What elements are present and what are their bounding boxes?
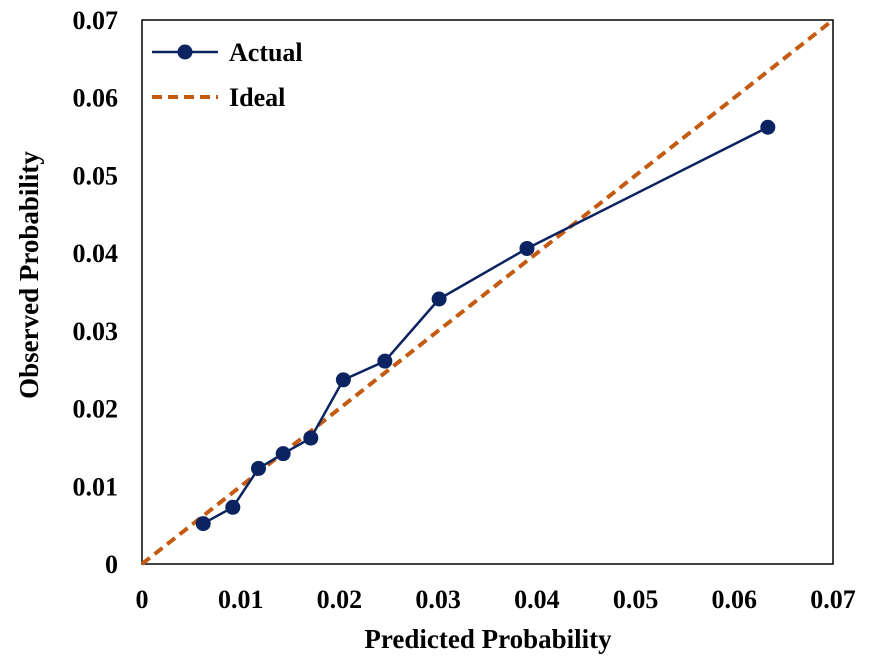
x-tick-label: 0.04 [514, 585, 560, 614]
legend-actual-marker [177, 44, 193, 60]
y-axis-title: Observed Probability [14, 151, 44, 399]
x-tick-label: 0.03 [415, 585, 461, 614]
plot-area [141, 19, 834, 565]
legend: Actual Ideal [152, 38, 303, 112]
actual-point [303, 430, 319, 446]
actual-point [519, 240, 535, 256]
y-tick-label: 0.05 [73, 161, 119, 190]
y-tick-label: 0 [105, 550, 118, 579]
x-tick-label: 0.07 [810, 585, 856, 614]
actual-point [335, 372, 351, 388]
y-tick-label: 0.03 [73, 317, 119, 346]
legend-ideal-label: Ideal [229, 83, 285, 112]
x-tick-label: 0 [136, 585, 149, 614]
actual-point [195, 516, 211, 532]
actual-point [431, 291, 447, 307]
x-tick-label: 0.05 [613, 585, 659, 614]
legend-actual-label: Actual [229, 38, 303, 67]
actual-point [760, 119, 776, 135]
series-actual-line [202, 126, 769, 525]
y-tick-label: 0.07 [73, 6, 119, 35]
actual-point [275, 446, 291, 462]
series-layer [140, 18, 835, 566]
x-tick-label: 0.01 [218, 585, 264, 614]
actual-point [225, 499, 241, 515]
y-tick-label: 0.01 [73, 472, 119, 501]
actual-point [250, 460, 266, 476]
x-tick-label: 0.02 [317, 585, 363, 614]
x-tick-label: 0.06 [712, 585, 758, 614]
y-tick-label: 0.02 [73, 395, 119, 424]
y-tick-label: 0.06 [73, 84, 119, 113]
y-tick-label: 0.04 [73, 239, 119, 268]
x-axis-ticks: 0 0.01 0.02 0.03 0.04 0.05 0.06 0.07 [136, 585, 856, 614]
actual-point [377, 353, 393, 369]
y-axis-ticks: 0 0.01 0.02 0.03 0.04 0.05 0.06 0.07 [73, 6, 119, 579]
x-axis-title: Predicted Probability [364, 624, 612, 654]
